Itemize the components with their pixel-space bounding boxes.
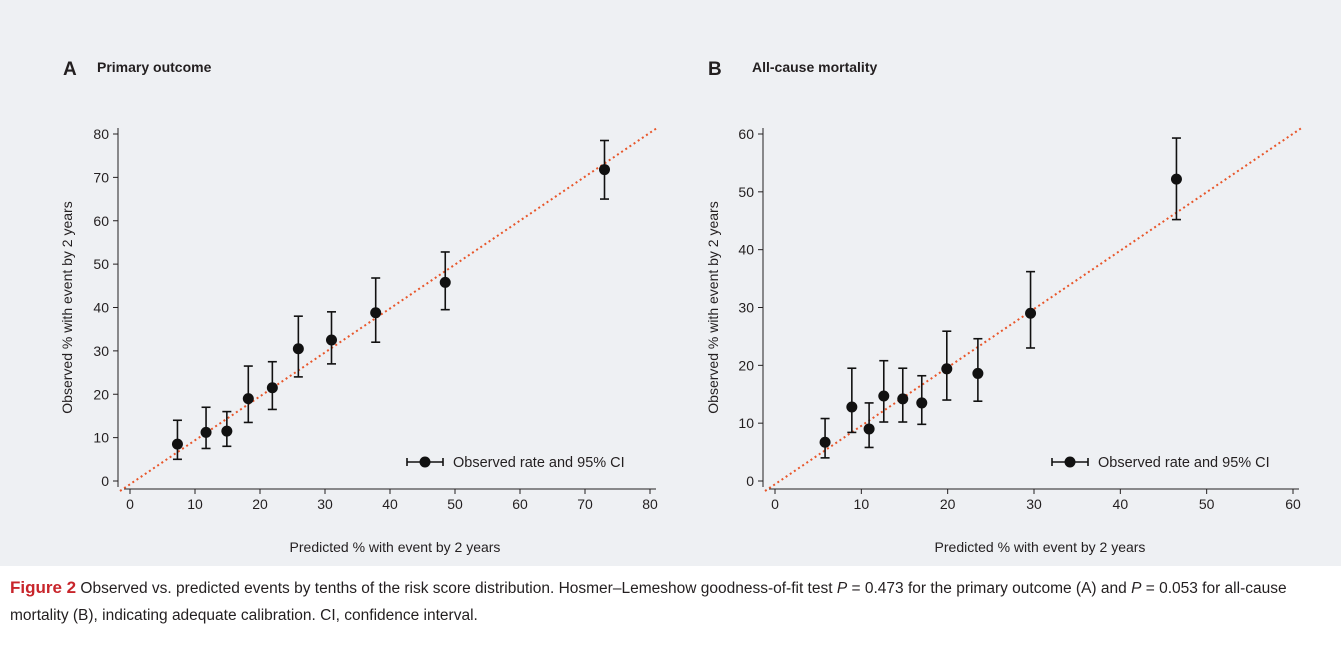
- point-marker: [171, 438, 183, 450]
- y-tick-label: 10: [738, 415, 754, 431]
- y-tick-label: 30: [93, 343, 109, 359]
- identity-reference-line: [764, 126, 1304, 492]
- x-tick-label: 70: [577, 496, 593, 512]
- point-marker: [370, 307, 382, 319]
- y-tick-label: 40: [738, 242, 754, 258]
- x-tick-label: 0: [126, 496, 134, 512]
- data-point: [878, 359, 890, 423]
- point-marker: [863, 423, 875, 435]
- caption-p-symbol-1: P: [836, 580, 848, 597]
- x-tick-label: 40: [1113, 496, 1129, 512]
- point-marker: [326, 334, 337, 346]
- data-point: [326, 311, 337, 365]
- point-marker: [878, 390, 890, 402]
- data-point: [897, 367, 909, 423]
- data-point: [863, 402, 875, 449]
- data-point: [972, 337, 984, 402]
- y-tick-label: 30: [738, 300, 754, 316]
- caption-text-2: = 0.473 for the primary outcome (A) and: [847, 580, 1132, 597]
- figure-label: Figure 2: [10, 578, 77, 597]
- point-marker: [242, 393, 254, 405]
- x-tick-label: 20: [252, 496, 268, 512]
- figure-panel: A Primary outcome 0 10 20 30 40 50 60 70 80 0 10 20 30…: [0, 0, 1341, 566]
- legend-label: Observed rate and 95% CI: [453, 455, 625, 471]
- y-tick-label: 0: [746, 473, 754, 489]
- legend: Observed rate and 95% CI: [406, 455, 625, 471]
- y-axis-label: Observed % with event by 2 years: [59, 201, 75, 413]
- y-tick-label: 20: [738, 357, 754, 373]
- legend: Observed rate and 95% CI: [1051, 455, 1270, 471]
- data-point: [846, 367, 858, 434]
- y-tick-label: 20: [93, 386, 109, 402]
- point-marker: [846, 401, 858, 413]
- chart-panel-b: B All-cause mortality 0 10 20 30 40 50 60 0 10 20 30…: [705, 59, 1304, 555]
- y-tick-label: 80: [93, 126, 109, 142]
- point-marker: [941, 363, 953, 375]
- y-tick-label: 50: [93, 256, 109, 272]
- point-marker: [599, 164, 610, 176]
- y-tick-label: 60: [738, 126, 754, 142]
- point-marker: [916, 397, 928, 409]
- data-point: [266, 360, 278, 411]
- x-tick-label: 50: [1199, 496, 1215, 512]
- x-tick-label: 60: [1285, 496, 1301, 512]
- y-tick-label: 10: [93, 430, 109, 446]
- data-point: [439, 251, 451, 311]
- data-point: [171, 419, 183, 461]
- point-marker: [266, 382, 278, 394]
- data-point: [1025, 270, 1037, 349]
- x-tick-label: 30: [1026, 496, 1042, 512]
- point-marker: [972, 367, 984, 379]
- y-tick-label: 70: [93, 169, 109, 185]
- caption-text-1: Observed vs. predicted events by tenths …: [76, 580, 837, 597]
- panel-title: All-cause mortality: [752, 59, 877, 75]
- figure-charts: A Primary outcome 0 10 20 30 40 50 60 70 80 0 10 20 30…: [59, 59, 1304, 555]
- x-tick-label: 20: [940, 496, 956, 512]
- point-marker: [1025, 307, 1037, 319]
- data-point: [941, 330, 953, 401]
- point-marker: [221, 425, 233, 437]
- x-tick-label: 0: [771, 496, 779, 512]
- panel-title: Primary outcome: [97, 59, 212, 75]
- x-tick-label: 30: [317, 496, 333, 512]
- panel-letter: A: [63, 59, 77, 80]
- y-tick-label: 40: [93, 300, 109, 316]
- point-marker: [897, 393, 909, 405]
- x-axis-label: Predicted % with event by 2 years: [290, 539, 501, 555]
- chart-panel-a: A Primary outcome 0 10 20 30 40 50 60 70 80 0 10 20 30…: [59, 59, 658, 555]
- x-tick-label: 50: [447, 496, 463, 512]
- legend-marker: [419, 456, 431, 468]
- point-marker: [292, 343, 304, 355]
- x-tick-label: 10: [854, 496, 870, 512]
- figure-caption: Figure 2 Observed vs. predicted events b…: [10, 574, 1330, 629]
- point-marker: [1170, 173, 1182, 185]
- data-point: [242, 365, 254, 424]
- identity-reference-line: [119, 127, 658, 492]
- panel-letter: B: [708, 59, 722, 80]
- y-tick-label: 0: [101, 473, 109, 489]
- data-point: [916, 374, 928, 426]
- x-axis-label: Predicted % with event by 2 years: [935, 539, 1146, 555]
- y-tick-label: 60: [93, 213, 109, 229]
- caption-p-symbol-2: P: [1131, 580, 1142, 597]
- data-point: [819, 417, 831, 459]
- data-point: [292, 315, 304, 378]
- y-axis-label: Observed % with event by 2 years: [705, 201, 721, 413]
- data-point: [200, 406, 212, 450]
- y-tick-label: 50: [738, 184, 754, 200]
- data-point: [1170, 137, 1182, 221]
- caption-text-3: = 0.053 for all-cause mortality (B), ind…: [10, 580, 1287, 624]
- data-point: [370, 277, 382, 344]
- point-marker: [439, 276, 451, 288]
- data-point: [599, 139, 610, 200]
- legend-marker: [1064, 456, 1076, 468]
- x-tick-label: 40: [382, 496, 398, 512]
- point-marker: [200, 426, 212, 438]
- legend-label: Observed rate and 95% CI: [1098, 455, 1270, 471]
- x-tick-label: 60: [512, 496, 528, 512]
- x-tick-label: 10: [187, 496, 203, 512]
- x-tick-label: 80: [642, 496, 658, 512]
- data-point: [221, 410, 233, 448]
- point-marker: [819, 436, 831, 448]
